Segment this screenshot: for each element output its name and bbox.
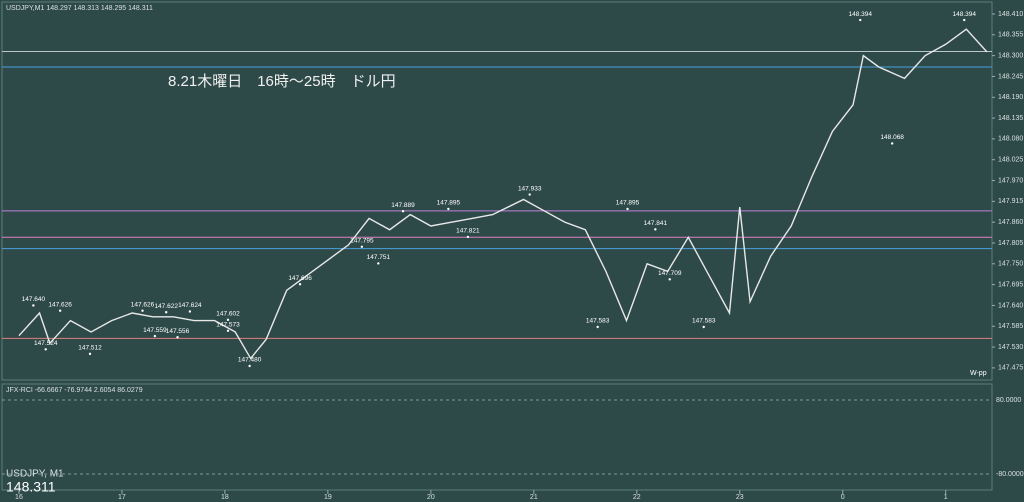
price-point xyxy=(702,325,705,329)
y-tick-label: 148.025 xyxy=(998,157,1023,164)
header: USDJPY,M1 148.297 148.313 148.295 148.31… xyxy=(6,5,153,12)
price-point xyxy=(890,142,894,145)
price-point xyxy=(58,309,62,312)
y-tick-label: 148.245 xyxy=(998,73,1023,80)
price-label: 147.821 xyxy=(456,228,480,235)
price-label: 147.602 xyxy=(216,311,240,318)
x-tick-label: 17 xyxy=(118,494,126,501)
price-label: 147.480 xyxy=(238,357,262,364)
x-tick-label: 20 xyxy=(427,494,435,501)
price-label: 147.622 xyxy=(154,303,178,310)
price-point xyxy=(44,348,47,351)
price-label: 148.068 xyxy=(880,134,904,141)
price-point xyxy=(226,329,230,332)
price-label: 148.394 xyxy=(849,11,873,18)
price-label: 147.841 xyxy=(644,220,668,227)
y-tick-label: 148.190 xyxy=(998,94,1023,101)
indicator-panel xyxy=(1,383,993,491)
price-point xyxy=(377,262,380,265)
price-point xyxy=(165,311,168,314)
y-tick-label: 147.530 xyxy=(998,344,1023,351)
x-tick-label: 1 xyxy=(944,494,948,501)
x-tick-label: 19 xyxy=(324,494,332,501)
price-label: 147.559 xyxy=(143,327,167,334)
indicator-bottom: -80.0000 xyxy=(996,471,1024,478)
price-label: 147.751 xyxy=(367,254,391,261)
footer-price: 148.311 xyxy=(6,479,56,495)
price-point xyxy=(188,310,192,313)
chart-title: 8.21木曜日 16時～25時 ドル円 xyxy=(168,73,396,90)
price-label: 147.626 xyxy=(131,301,155,308)
x-tick-label: 22 xyxy=(633,494,641,501)
indicator-header: JFX-RCI -66.6667 -76.9744 2.6054 86.0279 xyxy=(6,387,143,394)
price-point xyxy=(447,207,450,211)
price-label: 147.895 xyxy=(616,200,640,207)
price-point xyxy=(88,352,92,356)
price-point xyxy=(153,334,157,338)
price-label: 147.624 xyxy=(178,302,202,309)
price-label: 147.556 xyxy=(166,328,190,335)
price-label: 147.696 xyxy=(288,275,312,282)
price-label: 147.583 xyxy=(692,318,716,325)
price-point xyxy=(596,325,599,329)
y-tick-label: 148.410 xyxy=(998,11,1023,18)
price-point xyxy=(466,235,470,239)
price-label: 147.895 xyxy=(437,200,461,207)
price-point xyxy=(298,283,302,286)
price-label: 147.933 xyxy=(518,185,542,192)
y-tick-label: 147.915 xyxy=(998,198,1023,205)
price-point xyxy=(528,193,531,196)
price-label: 147.709 xyxy=(658,270,682,277)
y-tick-label: 148.135 xyxy=(998,115,1023,122)
price-point xyxy=(401,209,405,213)
y-tick-label: 147.860 xyxy=(998,219,1023,226)
y-tick-label: 147.805 xyxy=(998,240,1023,247)
price-point xyxy=(654,228,657,231)
y-tick-label: 148.355 xyxy=(998,32,1023,39)
y-tick-label: 147.695 xyxy=(998,281,1023,288)
price-point xyxy=(626,207,629,211)
x-tick-label: 0 xyxy=(841,494,845,501)
price-label: 147.573 xyxy=(216,322,240,329)
y-tick-label: 147.585 xyxy=(998,323,1023,330)
price-point xyxy=(176,336,179,339)
price-label: 147.795 xyxy=(350,237,374,244)
price-point xyxy=(32,304,35,307)
price-point xyxy=(226,318,230,322)
x-tick-label: 16 xyxy=(15,494,23,501)
price-label: 147.583 xyxy=(586,318,610,325)
price-label: 147.640 xyxy=(22,296,46,303)
y-tick-label: 147.970 xyxy=(998,177,1023,184)
price-panel xyxy=(1,1,993,381)
price-point xyxy=(360,245,364,248)
price-point xyxy=(141,309,144,312)
price-label: 147.626 xyxy=(48,301,72,308)
x-tick-label: 21 xyxy=(530,494,538,501)
y-tick-label: 148.080 xyxy=(998,136,1023,143)
price-label: 147.512 xyxy=(78,345,102,352)
price-label: 148.394 xyxy=(953,11,977,18)
price-line xyxy=(18,28,988,360)
price-label: 147.524 xyxy=(34,340,58,347)
footer-symbol: USDJPY, M1 xyxy=(6,469,64,480)
y-tick-label: 147.640 xyxy=(998,302,1023,309)
price-point xyxy=(963,18,966,22)
x-tick-label: 23 xyxy=(736,494,744,501)
price-point xyxy=(668,278,671,281)
y-tick-label: 147.750 xyxy=(998,261,1023,268)
price-label: 147.889 xyxy=(391,202,415,209)
price-point xyxy=(859,18,862,22)
y-tick-label: 147.475 xyxy=(998,365,1023,372)
indicator-top: 80.0000 xyxy=(996,397,1021,404)
price-point xyxy=(248,364,251,368)
x-tick-label: 18 xyxy=(221,494,229,501)
pivot-label: W-pp xyxy=(970,370,987,377)
y-tick-label: 148.300 xyxy=(998,52,1023,59)
